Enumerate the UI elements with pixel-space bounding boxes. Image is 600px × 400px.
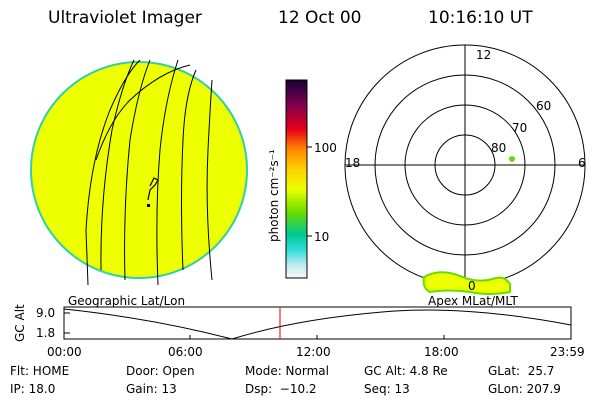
status-gc-alt: GC Alt: 4.8 Re (364, 364, 448, 378)
altitude-plot-frame (63, 306, 572, 340)
status-glat: GLat: 25.7 (488, 364, 555, 378)
altitude-ytick-9: 9.0 (36, 306, 56, 320)
status-gain: Gain: 13 (126, 382, 177, 396)
status-seq: Seq: 13 (364, 382, 410, 396)
date-label: 12 Oct 00 (278, 8, 362, 28)
status-mode: Mode: Normal (245, 364, 329, 378)
status-flt: Flt: HOME (10, 364, 70, 378)
geographic-grid-lines (85, 59, 213, 286)
colorbar-tick-100: 100 (314, 141, 337, 155)
mlt-label-0: 0 (468, 279, 476, 293)
colorbar-tick-10: 10 (314, 230, 330, 244)
mlat-label-60: 60 (536, 99, 552, 113)
xtick-2359: 23:59 (550, 345, 585, 359)
status-ip: IP: 18.0 (10, 382, 56, 396)
spot-marker (509, 156, 515, 162)
altitude-ylabel: GC Alt (13, 304, 27, 342)
instrument-title: Ultraviolet Imager (48, 8, 202, 28)
status-glon: GLon: 207.9 (488, 382, 561, 396)
globe-disc (30, 61, 248, 279)
time-label: 10:16:10 UT (428, 8, 533, 28)
globe-caption: Geographic Lat/Lon (68, 294, 186, 308)
mlt-label-12: 12 (476, 48, 492, 62)
status-door: Door: Open (126, 364, 195, 378)
polar-caption: Apex MLat/MLT (428, 294, 518, 308)
mlat-label-70: 70 (512, 121, 528, 135)
xtick-0000: 00:00 (47, 345, 82, 359)
xtick-0600: 06:00 (168, 345, 203, 359)
altitude-ytick-1-8: 1.8 (36, 326, 56, 340)
mlt-label-6: 6 (578, 156, 586, 170)
mlt-label-18: 18 (345, 156, 361, 170)
mlat-label-80: 80 (491, 141, 507, 155)
colorbar-gradient (285, 79, 308, 279)
xtick-1200: 12:00 (296, 345, 331, 359)
altitude-curve (63, 308, 572, 340)
auroral-oval-segment (422, 271, 511, 295)
status-dsp: Dsp: −10.2 (245, 382, 317, 396)
xtick-1800: 18:00 (424, 345, 459, 359)
